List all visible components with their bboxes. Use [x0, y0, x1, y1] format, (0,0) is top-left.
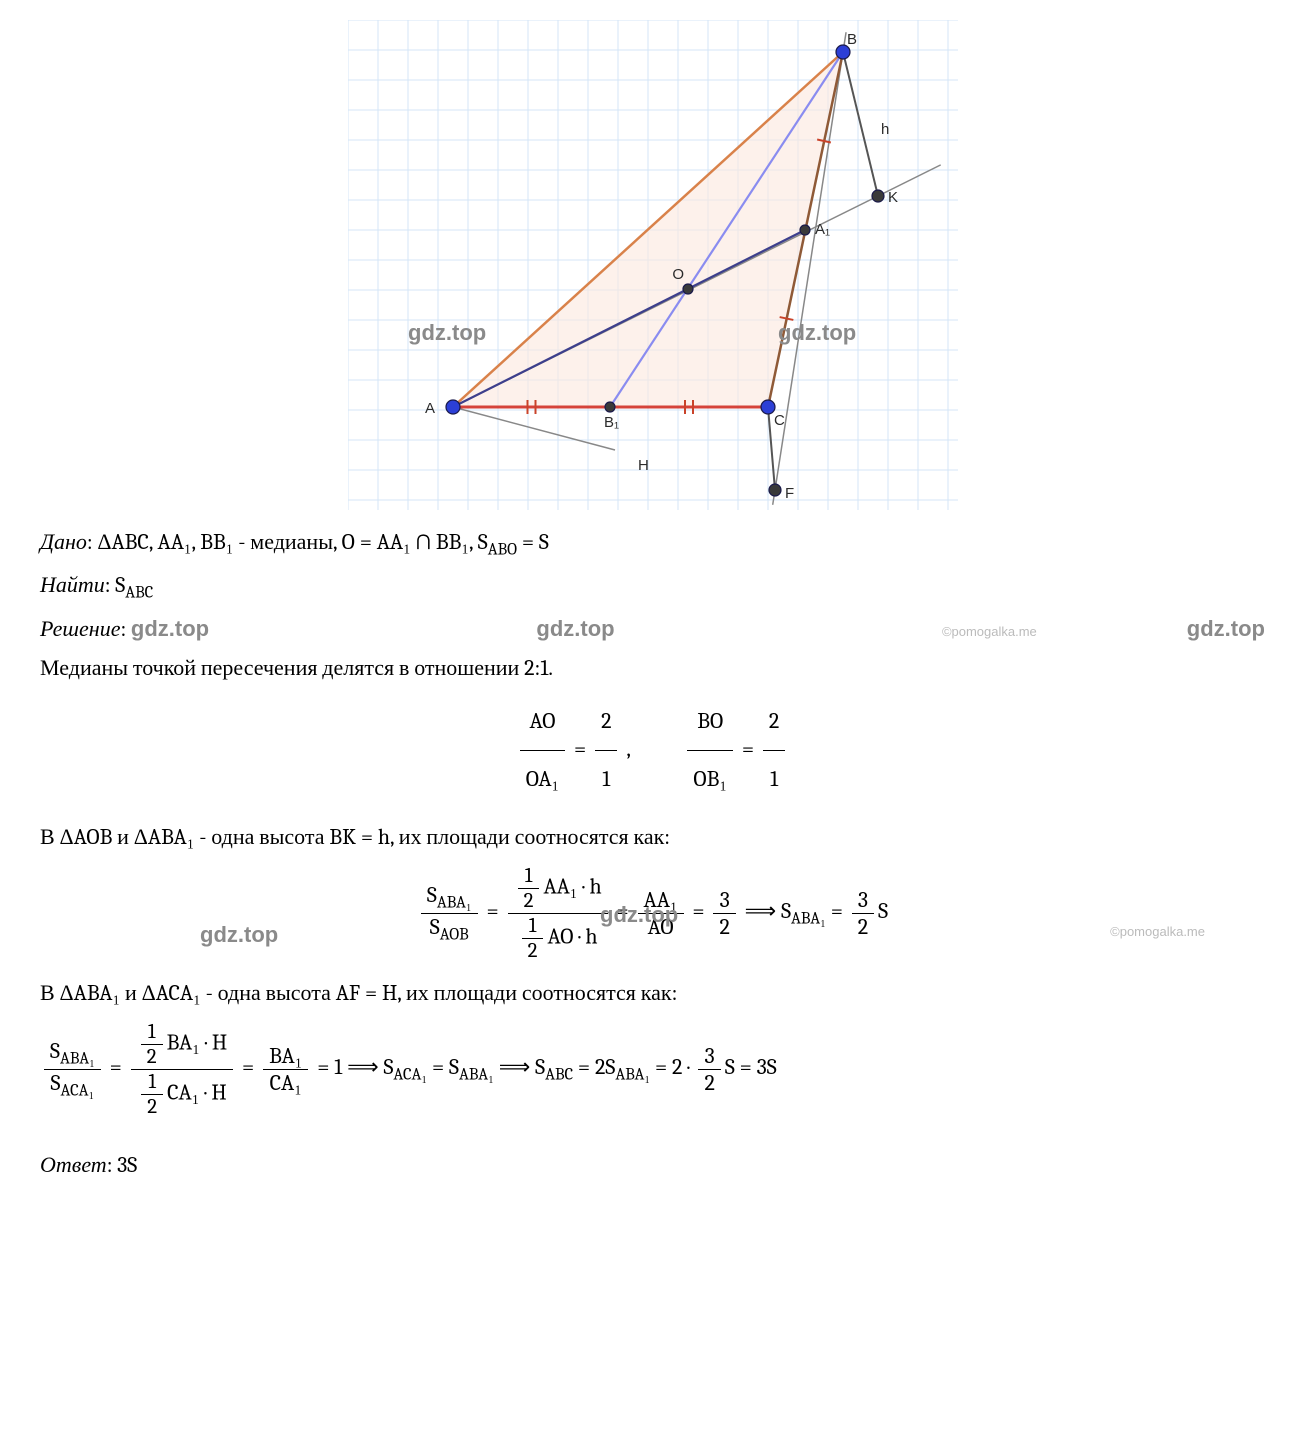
- svg-text:h: h: [881, 121, 889, 138]
- svg-text:B: B: [847, 31, 857, 48]
- given-tail: = S: [517, 529, 549, 555]
- answer-line: Ответ: 3S: [40, 1149, 1265, 1182]
- solution-label: Решение: [40, 616, 120, 642]
- find-line: Найти: SABC: [40, 569, 1265, 606]
- answer-body: : 3S: [107, 1152, 138, 1178]
- find-label: Найти: [40, 572, 105, 598]
- svg-text:H: H: [638, 457, 649, 474]
- svg-text:gdz.top: gdz.top: [778, 320, 856, 345]
- watermark-text: gdz.top: [536, 612, 614, 645]
- svg-text:gdz.top: gdz.top: [408, 320, 486, 345]
- watermark-text: gdz.top: [131, 616, 209, 641]
- find-body: : S: [105, 572, 125, 598]
- median-statement: Медианы точкой пересечения делятся в отн…: [40, 652, 1265, 685]
- given-label: Дано: [40, 529, 87, 555]
- svg-text:F: F: [785, 485, 794, 502]
- geometry-diagram: A B C B₁ A₁ O K Fh Hgdz.top gdz.top: [40, 20, 1265, 516]
- diagram-svg: A B C B₁ A₁ O K Fh Hgdz.top gdz.top: [348, 20, 958, 510]
- given-sub: ABO: [488, 540, 517, 559]
- triangles-height-2: В ΔABA₁ и ΔACA₁ - одна высота AF = H, их…: [40, 977, 1265, 1010]
- equation-1: AOOA₁ = 21 , BOOB₁ = 21: [40, 693, 1265, 808]
- svg-text:K: K: [888, 189, 898, 206]
- watermark-text: gdz.top: [1187, 612, 1265, 645]
- svg-text:B₁: B₁: [604, 414, 619, 431]
- svg-text:O: O: [672, 266, 684, 283]
- svg-text:A₁: A₁: [815, 221, 830, 238]
- find-sub: ABC: [125, 584, 153, 603]
- copyright-text: ©pomogalka.me: [942, 622, 1037, 642]
- svg-text:C: C: [774, 412, 785, 429]
- answer-label: Ответ: [40, 1152, 107, 1178]
- watermark-text: gdz.top: [600, 902, 678, 928]
- equation-2: SABA₁ SAOB = 12AA₁ · h 12AO · h = AA₁AO …: [40, 864, 1265, 963]
- solution-row: Решение: gdz.top gdz.top ©pomogalka.me g…: [40, 612, 1265, 646]
- svg-text:A: A: [424, 400, 434, 417]
- triangles-height-1: В ΔAOB и ΔABA₁ - одна высота BK = h, их …: [40, 821, 1265, 854]
- equation-3: SABA₁ SACA₁ = 12BA₁ · H 12CA₁ · H = BA₁C…: [40, 1020, 1265, 1119]
- copyright-text: ©pomogalka.me: [1110, 924, 1205, 939]
- given-body: : ΔABC, AA₁, BB₁ - медианы, O = AA₁ ∩ BB…: [87, 529, 488, 555]
- given-line: Дано: ΔABC, AA₁, BB₁ - медианы, O = AA₁ …: [40, 526, 1265, 563]
- watermark-text: gdz.top: [200, 922, 278, 948]
